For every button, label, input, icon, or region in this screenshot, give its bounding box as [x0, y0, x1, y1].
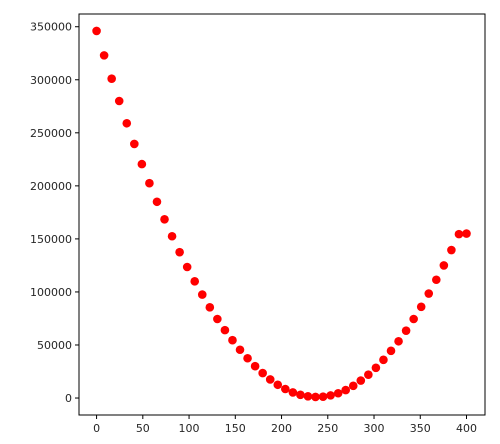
y-tick-label: 250000 — [30, 127, 72, 140]
y-tick-label: 350000 — [30, 21, 72, 34]
scatter-point — [137, 159, 147, 169]
scatter-point — [265, 375, 275, 384]
scatter-point — [386, 346, 396, 356]
scatter-point — [220, 325, 230, 335]
scatter-point — [114, 96, 124, 106]
scatter-point — [122, 118, 132, 128]
y-tick-label: 150000 — [30, 233, 72, 246]
scatter-point — [152, 197, 162, 207]
scatter-point — [409, 314, 418, 324]
scatter-point — [424, 289, 434, 298]
scatter-point — [228, 335, 237, 345]
scatter-point — [243, 353, 252, 363]
scatter-point — [250, 361, 260, 371]
scatter-point — [364, 370, 373, 379]
scatter-point — [205, 303, 215, 312]
y-axis: 0 50000 100000 150000 200000 250000 300000 3500… — [30, 21, 79, 405]
scatter-point — [145, 178, 154, 188]
x-tick-label: 0 — [93, 422, 100, 435]
scatter-point — [182, 262, 192, 272]
scatter-point — [92, 26, 101, 36]
scatter-point — [288, 388, 298, 397]
scatter-point — [356, 376, 366, 385]
scatter-point — [197, 290, 207, 299]
scatter-point — [235, 345, 245, 355]
scatter-point — [175, 247, 184, 257]
scatter-point — [273, 380, 283, 390]
y-tick-label: 100000 — [30, 286, 72, 299]
scatter-point — [99, 51, 109, 60]
scatter-point — [318, 392, 328, 401]
x-tick-label: 200 — [271, 422, 292, 435]
scatter-point — [401, 326, 411, 335]
scatter-point — [160, 214, 169, 224]
x-tick-label: 250 — [317, 422, 338, 435]
y-tick-label: 200000 — [30, 180, 72, 193]
scatter-point — [348, 381, 358, 391]
scatter-point — [379, 355, 388, 365]
scatter-point — [190, 277, 200, 286]
scatter-point — [416, 302, 426, 312]
x-tick-label: 350 — [410, 422, 431, 435]
scatter-point — [167, 231, 177, 241]
scatter-point — [326, 391, 335, 400]
x-tick-label: 400 — [456, 422, 477, 435]
x-tick-label: 50 — [136, 422, 150, 435]
scatter-point — [107, 74, 116, 84]
scatter-point — [341, 385, 351, 395]
x-tick-label: 100 — [179, 422, 200, 435]
scatter-point — [447, 245, 456, 255]
x-tick-label: 300 — [364, 422, 385, 435]
scatter-point — [432, 275, 441, 285]
scatter-point — [258, 368, 267, 378]
scatter-point — [281, 384, 290, 394]
scatter-point — [333, 388, 343, 398]
plot-area — [78, 13, 486, 416]
scatter-point — [296, 390, 305, 400]
x-axis: 0 50 100 150 200 250 300 350 400 — [93, 415, 477, 435]
y-tick-label: 50000 — [37, 339, 72, 352]
x-tick-label: 150 — [225, 422, 246, 435]
y-tick-label: 300000 — [30, 74, 72, 87]
y-tick-label: 0 — [65, 392, 72, 405]
scatter-point — [311, 392, 320, 402]
scatter-point — [130, 139, 139, 149]
scatter-point — [439, 261, 449, 270]
scatter-point — [213, 314, 222, 324]
scatter-point — [454, 229, 464, 239]
scatter-point — [394, 336, 403, 346]
scatter-point — [462, 229, 471, 238]
scatter-point — [303, 392, 313, 401]
scatter-point — [371, 363, 381, 373]
scatter-points — [92, 26, 471, 402]
